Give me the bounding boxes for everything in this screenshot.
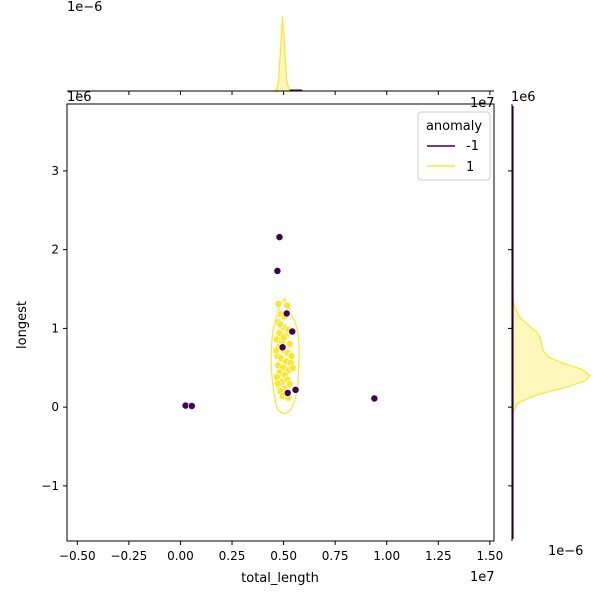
point-anomaly-neg1 — [283, 389, 292, 397]
point-anomaly-1 — [288, 363, 297, 372]
legend: anomaly -1 1 — [417, 111, 491, 181]
main-axes-frame — [66, 103, 495, 542]
x-tick-label: −0.25 — [110, 549, 147, 563]
x-tick-label: 0.75 — [322, 549, 349, 563]
point-anomaly-1 — [276, 320, 285, 329]
x-tick-label: 0.00 — [167, 549, 194, 563]
main-plot-area — [181, 233, 379, 414]
x-tick-label: −0.50 — [59, 549, 96, 563]
x-tick-label: 1.50 — [477, 549, 504, 563]
legend-label-anomaly-1: 1 — [466, 160, 474, 175]
x-tick-label: 0.50 — [270, 549, 297, 563]
y-tick-label: −1 — [41, 479, 59, 493]
y-axis-label: longest — [15, 301, 30, 349]
point-anomaly-1 — [285, 380, 294, 389]
x-axis-ticks: −0.50 −0.25 0.00 0.25 0.50 0.75 1.00 1.25 1.50 — [59, 91, 503, 563]
x-tick-label: 1.00 — [373, 549, 400, 563]
point-anomaly-neg1 — [282, 309, 291, 318]
point-anomaly-1 — [287, 352, 296, 360]
y-axis-ticks: −1 0 1 2 3 — [41, 164, 512, 493]
marginal-y-top-label: 1e6 — [511, 90, 536, 105]
y-tick-label: 0 — [51, 400, 59, 414]
point-anomaly-neg1 — [291, 385, 300, 394]
marginal-x-kde — [273, 15, 303, 92]
marginal-y-kde-curve — [511, 281, 591, 416]
y-tick-label: 1 — [51, 321, 59, 335]
marginal-y-kde — [511, 106, 591, 539]
x-axis-label: total_length — [241, 571, 319, 586]
point-anomaly-neg1 — [278, 343, 287, 352]
x-offset-label-bottom: 1e7 — [470, 570, 495, 585]
marginal-x-kde-curve — [273, 15, 294, 92]
x-tick-label: 0.25 — [219, 549, 246, 563]
kde-contour-anomaly-1 — [270, 297, 300, 414]
point-anomaly-neg1 — [187, 402, 196, 410]
point-anomaly-1 — [285, 340, 294, 349]
point-anomaly-neg1 — [370, 394, 379, 403]
point-anomaly-neg1 — [275, 233, 284, 242]
point-anomaly-1 — [272, 346, 281, 355]
point-anomaly-1 — [283, 301, 292, 310]
marginal-y-offset-label: 1e−6 — [548, 544, 583, 559]
y-tick-label: 2 — [51, 243, 59, 257]
point-anomaly-1 — [274, 300, 283, 308]
y-offset-label: 1e6 — [67, 90, 92, 105]
marginal-x-offset-label: 1e−6 — [67, 0, 102, 15]
point-anomaly-neg1 — [288, 327, 297, 336]
legend-label-anomaly-neg1: -1 — [466, 139, 479, 154]
legend-title: anomaly — [426, 119, 482, 134]
point-anomaly-1 — [279, 333, 288, 342]
x-tick-label: 1.25 — [425, 549, 452, 563]
point-anomaly-neg1 — [273, 266, 282, 275]
point-anomaly-1 — [273, 379, 282, 388]
x-offset-label: 1e7 — [470, 96, 495, 111]
y-tick-label: 3 — [51, 164, 59, 178]
